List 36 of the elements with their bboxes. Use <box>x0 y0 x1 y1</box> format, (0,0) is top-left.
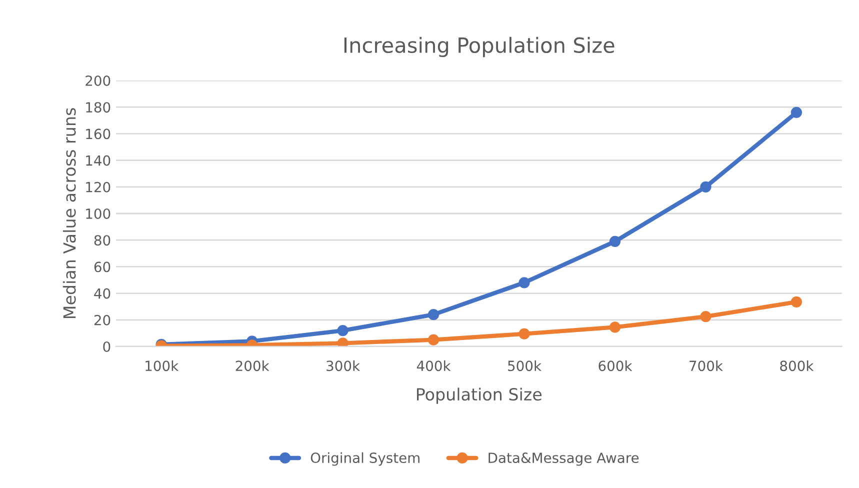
y-axis-title: Median Value across runs <box>62 108 76 318</box>
x-tick-label: 600k <box>598 360 632 372</box>
x-tick-label: 400k <box>416 360 451 372</box>
legend-label: Original System <box>310 452 420 466</box>
point <box>337 324 348 336</box>
y-tick-label: 0 <box>103 341 110 352</box>
point <box>518 277 530 288</box>
point <box>790 106 802 118</box>
chart-title: Increasing Population Size <box>344 36 614 58</box>
x-tick-label: 500k <box>508 360 542 372</box>
y-tick-label: 80 <box>94 235 110 246</box>
x-tick-label: 100k <box>146 360 179 372</box>
y-tick-label: 20 <box>94 314 110 326</box>
point <box>609 322 621 333</box>
y-tick-label: 40 <box>94 288 110 299</box>
point <box>337 338 348 346</box>
y-tick-label: 200 <box>86 75 110 86</box>
legend-label: Data&Message Aware <box>488 452 639 466</box>
y-tick-label: 180 <box>86 102 110 113</box>
point <box>428 334 440 346</box>
point <box>428 309 440 320</box>
y-tick-label: 140 <box>86 155 110 166</box>
x-tick-label: 300k <box>326 360 360 372</box>
y-tick-label: 120 <box>86 182 110 192</box>
x-tick-label: 200k <box>236 360 270 372</box>
x-tick-label: 700k <box>690 360 723 372</box>
point <box>700 311 712 322</box>
y-tick-label: 100 <box>86 208 110 219</box>
point <box>700 181 712 192</box>
y-tick-label: 160 <box>86 128 110 140</box>
point <box>790 296 802 308</box>
point <box>518 328 530 340</box>
x-axis-title: Population Size <box>416 388 542 404</box>
point <box>609 236 621 247</box>
x-tick-label: 800k <box>780 360 814 372</box>
y-tick-label: 60 <box>94 262 110 272</box>
